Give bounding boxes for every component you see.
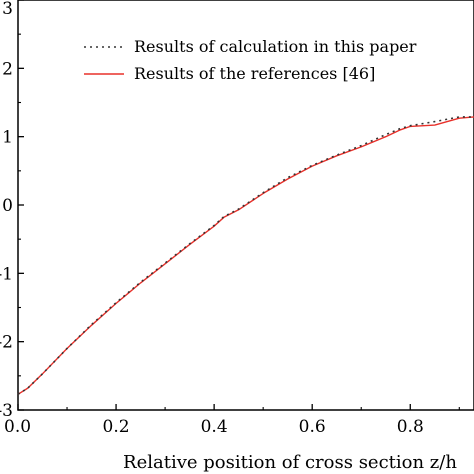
y-tick-label: 1 [2,128,13,148]
x-tick-label: 0.4 [201,417,228,437]
legend: Results of calculation in this paper Res… [84,37,417,83]
x-tick-label: 0.8 [397,417,424,437]
legend-label-calculation: Results of calculation in this paper [134,37,417,56]
y-tick-label: -1 [0,264,13,284]
series-line-reference [17,116,474,395]
y-tick-label: -3 [0,401,13,421]
y-tick-label: 0 [2,196,13,216]
x-axis-label: Relative position of cross section z/h [123,452,457,473]
y-tick-label: 3 [2,0,13,19]
x-tick-label: 0.2 [103,417,130,437]
x-axis-ticks: 0.0 0.2 0.4 0.6 0.8 [4,404,460,437]
x-tick-label: 0.0 [4,417,31,437]
x-tick-label: 0.6 [299,417,326,437]
y-tick-label: -2 [0,333,13,353]
series-layer [17,116,474,395]
y-axis-ticks: 3 2 1 0 -1 -2 -3 [0,0,24,421]
series-line-calculation [17,116,474,395]
y-tick-label: 2 [2,59,13,79]
legend-label-reference: Results of the references [46] [134,64,375,83]
